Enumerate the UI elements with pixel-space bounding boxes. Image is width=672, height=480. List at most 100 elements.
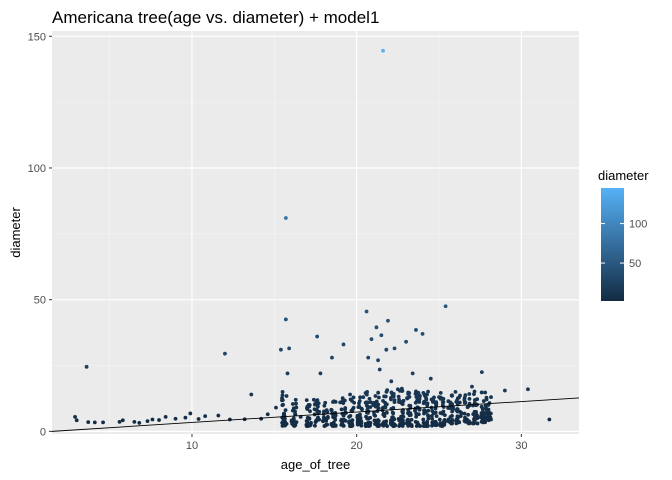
data-point	[379, 333, 384, 338]
data-point	[446, 417, 451, 422]
data-point	[317, 417, 322, 422]
data-point	[391, 415, 395, 420]
data-point	[325, 422, 330, 427]
data-point	[472, 400, 477, 405]
data-point	[304, 398, 309, 403]
data-point	[227, 417, 232, 422]
data-point	[373, 394, 378, 398]
data-point	[437, 417, 442, 422]
scatter-points	[73, 48, 552, 428]
data-point	[366, 355, 371, 360]
data-point	[404, 339, 408, 344]
data-point	[421, 390, 426, 395]
data-point	[434, 414, 439, 419]
data-point	[376, 402, 381, 407]
legend-tick-label: 100	[629, 219, 647, 231]
data-point	[384, 347, 389, 352]
data-point	[132, 419, 137, 424]
data-point	[459, 411, 464, 416]
data-point	[283, 317, 288, 322]
data-point	[368, 400, 373, 405]
data-point	[364, 400, 369, 405]
data-point	[341, 423, 346, 428]
data-point	[350, 422, 355, 427]
data-point	[431, 398, 436, 403]
x-tick-label: 10	[186, 440, 198, 452]
data-point	[438, 390, 443, 395]
data-point	[401, 398, 406, 403]
data-point	[547, 417, 552, 422]
data-point	[340, 396, 345, 401]
data-point	[339, 407, 344, 412]
data-point	[424, 397, 429, 402]
data-point	[364, 309, 369, 314]
data-point	[416, 423, 421, 428]
data-point	[415, 420, 420, 425]
data-point	[472, 392, 476, 397]
data-point	[430, 416, 435, 421]
data-point	[400, 424, 405, 428]
data-point	[502, 388, 507, 393]
data-point	[434, 401, 439, 406]
data-point	[285, 371, 290, 376]
data-point	[470, 384, 474, 389]
plot-panel	[51, 31, 580, 434]
data-point	[351, 395, 356, 400]
data-point	[359, 406, 364, 411]
data-point	[84, 364, 89, 369]
data-point	[293, 397, 298, 402]
data-point	[348, 392, 352, 397]
data-point	[216, 413, 221, 418]
data-point	[86, 420, 91, 425]
data-point	[294, 405, 299, 410]
data-point	[101, 420, 105, 425]
data-point	[463, 393, 468, 398]
data-point	[358, 395, 363, 400]
data-point	[424, 410, 428, 414]
data-point	[472, 419, 477, 423]
data-point	[389, 421, 394, 426]
data-point	[339, 418, 344, 423]
data-point	[432, 422, 436, 427]
data-point	[463, 400, 468, 405]
data-point	[425, 413, 430, 418]
y-tick-label: 100	[28, 163, 46, 175]
data-point	[73, 414, 77, 419]
data-point	[409, 417, 414, 422]
data-point	[396, 394, 401, 399]
data-point	[371, 403, 376, 407]
data-point	[306, 423, 311, 428]
data-point	[384, 410, 389, 415]
data-point	[489, 395, 493, 400]
data-point	[381, 48, 385, 53]
data-point	[150, 417, 155, 422]
legend-colorbar	[601, 188, 624, 301]
data-point	[313, 401, 318, 406]
data-point	[364, 414, 368, 419]
data-point	[280, 389, 285, 394]
data-point	[196, 417, 201, 421]
data-point	[451, 405, 456, 410]
data-point	[441, 400, 446, 404]
data-point	[455, 407, 460, 412]
data-point	[392, 346, 397, 351]
data-point	[287, 346, 292, 351]
data-point	[453, 389, 458, 394]
fit-line-group	[51, 397, 580, 432]
data-point	[381, 423, 386, 428]
data-point	[450, 413, 454, 418]
data-point	[413, 408, 417, 413]
data-point	[292, 424, 297, 428]
data-point	[389, 397, 393, 402]
x-tick-label: 30	[515, 440, 527, 452]
data-point	[483, 390, 488, 395]
data-point	[280, 403, 285, 408]
data-point	[280, 398, 285, 403]
data-point	[249, 392, 254, 397]
data-point	[347, 419, 352, 424]
data-point	[443, 304, 448, 309]
data-point	[183, 415, 188, 420]
data-point	[332, 399, 336, 404]
data-point	[423, 424, 428, 428]
data-point	[377, 395, 381, 400]
